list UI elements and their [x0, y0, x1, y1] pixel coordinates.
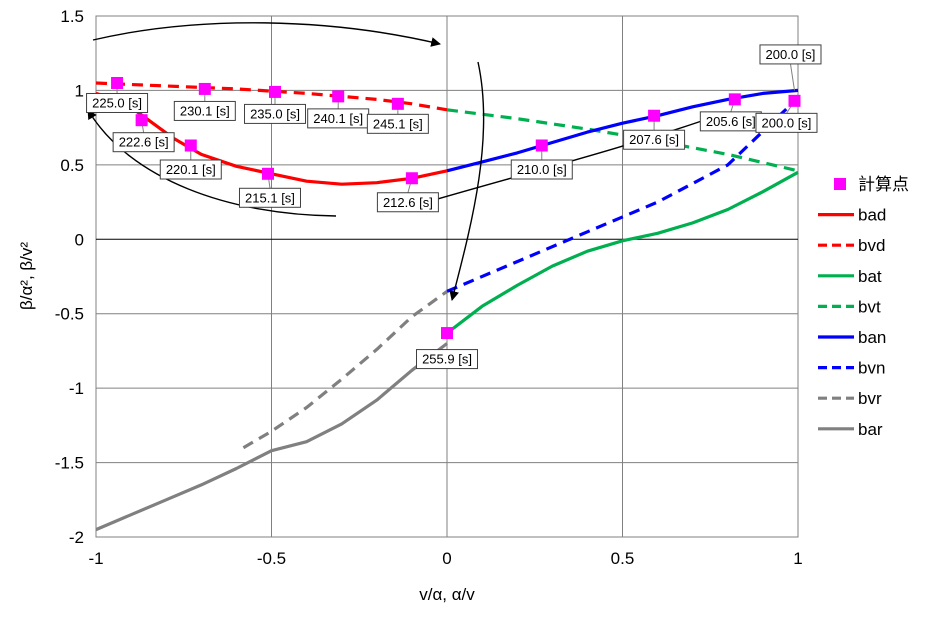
annotation-label: 207.6 [s]: [629, 132, 679, 147]
series-line-bvt: [446, 108, 799, 173]
legend: 計算点 bad bvd bat bvt ban bvn bvr bar: [818, 175, 909, 439]
x-tick-label: 0.5: [611, 549, 635, 568]
annotation-box: [623, 129, 686, 150]
axis-label-layer: -1 -0.5 0 0.5 1 -2 -1.5 -1 -0.5 0 0.5 1 1.5: [55, 7, 803, 568]
legend-label-bat: bat: [858, 267, 882, 286]
flow-arrow: [87, 109, 337, 217]
data-point: [391, 97, 404, 110]
annotation-callout: 207.6 [s]: [623, 115, 686, 150]
legend-label-bvr: bvr: [858, 389, 882, 408]
series-line-bat: [446, 170, 799, 335]
annotation-box: [755, 112, 818, 133]
annotation-label: 225.0 [s]: [92, 95, 142, 110]
annotation-callout: 245.1 [s]: [366, 103, 429, 134]
data-point: [135, 114, 148, 127]
x-tick-label: -0.5: [257, 549, 286, 568]
annotation-box: [173, 100, 236, 121]
annotation-label: 240.1 [s]: [313, 111, 363, 126]
legend-label-bvt: bvt: [858, 297, 881, 316]
annotation-callout: 222.6 [s]: [112, 120, 175, 153]
annotation-callout: 200.0 [s]: [755, 100, 818, 133]
y-tick-label: 1: [75, 81, 84, 100]
series-line-bar: [95, 342, 448, 532]
flow-arrow: [92, 22, 441, 47]
annotation-box: [238, 187, 301, 208]
grid-layer: [96, 16, 798, 537]
data-point: [441, 327, 453, 340]
annotation-callout: 205.6 [s]: [699, 99, 762, 132]
x-axis-title: v/α, α/v: [419, 585, 475, 604]
annotation-label: 200.0 [s]: [762, 115, 812, 130]
annotation-box: [366, 113, 429, 134]
annotation-box: [112, 132, 175, 153]
annotation-label: 210.0 [s]: [517, 162, 567, 177]
point-layer: [111, 76, 801, 340]
y-tick-label: 0: [75, 230, 84, 249]
annotation-callout: 212.6 [s]: [376, 178, 439, 213]
legend-label-points: 計算点: [858, 175, 909, 194]
legend-label-ban: ban: [858, 328, 886, 347]
legend-label-bvn: bvn: [858, 359, 885, 378]
annotation-layer: 225.0 [s] 222.6 [s] 220.1 [s] 230.1 [s] 215.…: [86, 44, 822, 370]
annotation-box: [510, 159, 573, 180]
annotation-box: [244, 103, 307, 124]
annotation-box: [86, 92, 149, 113]
data-point: [111, 76, 124, 89]
data-point: [198, 82, 211, 95]
data-point: [405, 172, 418, 185]
annotation-callout: 200.0 [s]: [759, 44, 822, 91]
annotation-label: 215.1 [s]: [245, 190, 295, 205]
annotation-label: 220.1 [s]: [166, 162, 216, 177]
data-point: [535, 139, 548, 152]
annotation-callout: 215.1 [s]: [238, 173, 301, 208]
annotation-box: [376, 192, 439, 213]
data-point: [269, 85, 282, 98]
data-point: [261, 167, 274, 180]
annotation-label: 200.0 [s]: [766, 47, 816, 62]
legend-label-bvd: bvd: [858, 236, 885, 255]
annotation-callout: 230.1 [s]: [173, 88, 236, 121]
x-tick-label: 0: [442, 549, 451, 568]
annotation-callout: 210.0 [s]: [510, 145, 573, 180]
data-point: [648, 109, 661, 122]
annotation-callout: 220.1 [s]: [159, 145, 222, 180]
annotation-leader: [789, 63, 795, 91]
legend-label-bad: bad: [858, 206, 886, 225]
data-point: [728, 93, 741, 106]
y-tick-label: -2: [69, 528, 84, 547]
annotation-callout: 225.0 [s]: [86, 82, 149, 113]
data-point: [184, 139, 197, 152]
x-tick-label: 1: [793, 549, 802, 568]
annotation-label: 245.1 [s]: [373, 116, 423, 131]
data-point: [788, 94, 801, 107]
annotation-label: 212.6 [s]: [383, 195, 433, 210]
legend-marker-points: [834, 178, 846, 190]
legend-label-bar: bar: [858, 420, 883, 439]
annotation-callout: 255.9 [s]: [416, 333, 478, 370]
series-line-bvd: [95, 81, 448, 112]
annotation-callout: 235.0 [s]: [244, 91, 307, 124]
data-point: [332, 90, 345, 103]
y-tick-label: -0.5: [55, 305, 84, 324]
annotation-label: 235.0 [s]: [250, 106, 300, 121]
series-line-bvn: [446, 96, 800, 293]
annotation-label: 205.6 [s]: [706, 114, 756, 129]
x-tick-label: -1: [88, 549, 103, 568]
annotation-label: 230.1 [s]: [180, 103, 230, 118]
annotation-label: 255.9 [s]: [422, 352, 472, 367]
annotation-label: 222.6 [s]: [119, 135, 169, 150]
annotation-box: [159, 159, 222, 180]
y-tick-label: -1.5: [55, 454, 84, 473]
annotation-box: [759, 44, 822, 65]
y-tick-label: 1.5: [60, 7, 84, 26]
y-tick-label: 0.5: [60, 156, 84, 175]
y-axis-title: β/α², β/v²: [17, 242, 36, 310]
flow-arrow: [449, 61, 485, 301]
annotation-callout: 240.1 [s]: [307, 96, 370, 129]
y-tick-label: -1: [69, 379, 84, 398]
annotation-box: [416, 349, 478, 370]
